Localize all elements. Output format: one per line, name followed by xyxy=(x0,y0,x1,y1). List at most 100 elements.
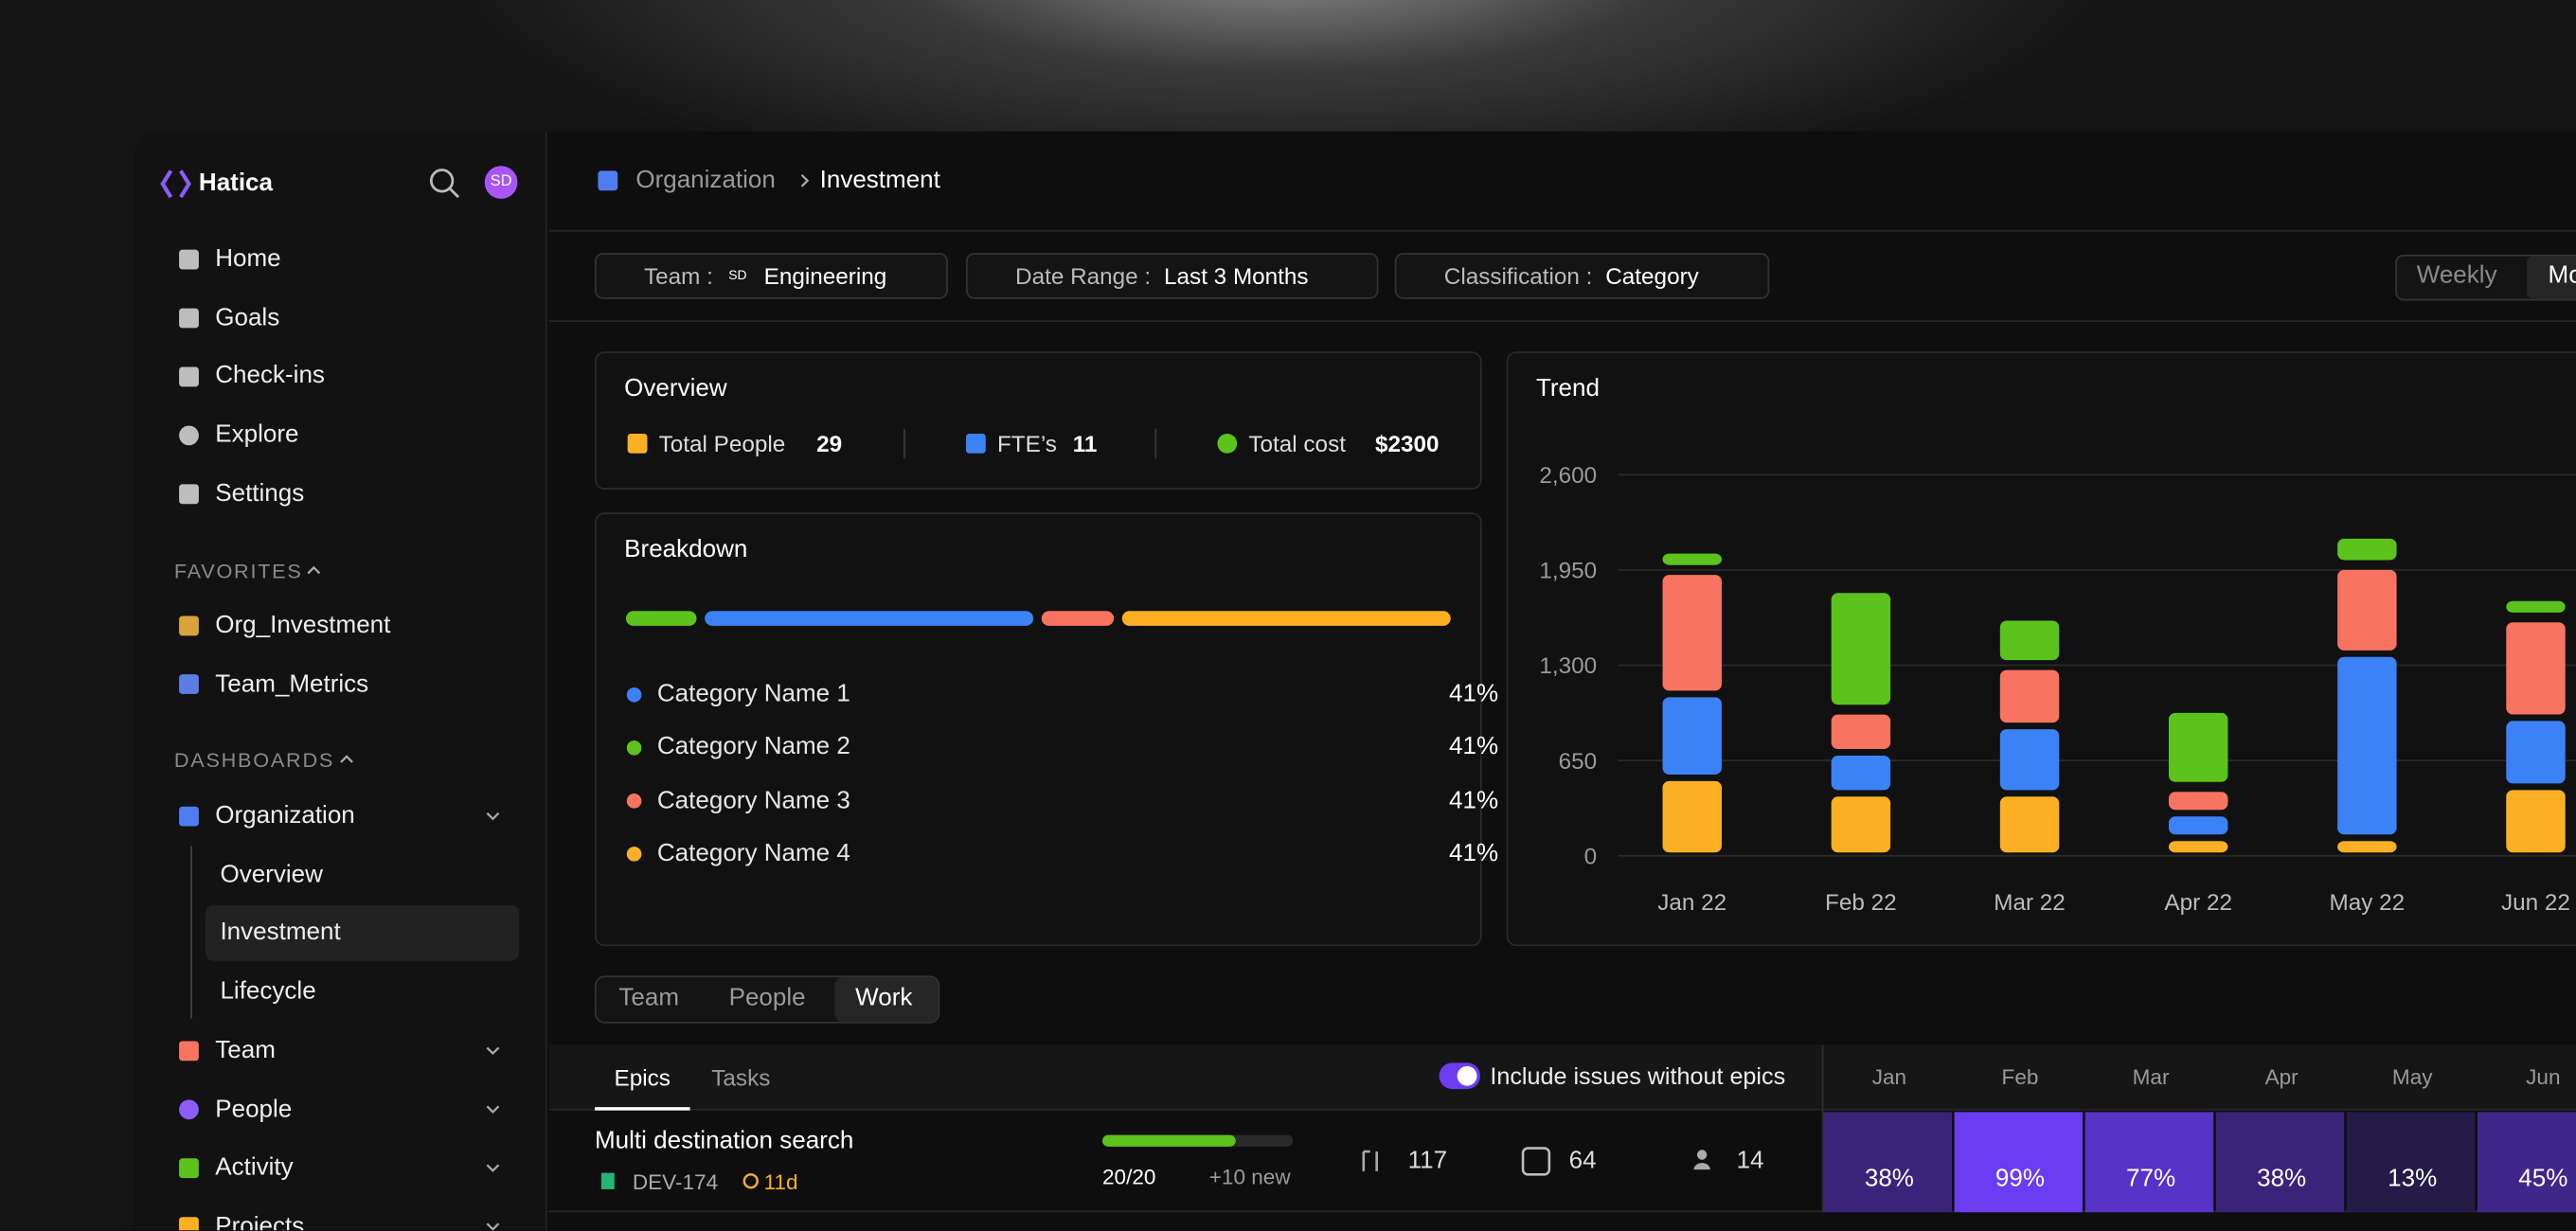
legend-label: Category Name 4 xyxy=(656,839,850,867)
y-tick-label: 1,950 xyxy=(1539,557,1598,583)
icon xyxy=(179,674,199,694)
table-header xyxy=(548,1044,2576,1111)
icon xyxy=(966,433,986,454)
legend-dot xyxy=(626,687,642,703)
legend-value: 41% xyxy=(1449,839,1499,867)
dashboard-child: Lifecycle xyxy=(220,977,316,1006)
search-icon xyxy=(449,187,459,199)
bar-segment xyxy=(2337,841,2397,853)
x-tick-label: May 22 xyxy=(2329,888,2406,916)
pr-icon xyxy=(1362,1150,1378,1171)
dashboard-item: Activity xyxy=(215,1153,294,1182)
bar-segment xyxy=(1831,714,1891,750)
filter xyxy=(966,253,1379,299)
breakdown-segment xyxy=(705,611,1034,626)
chart-title: Trend xyxy=(1535,374,1600,403)
legend-dot xyxy=(626,847,642,862)
bar-segment xyxy=(2168,712,2228,782)
heat-label: 38% xyxy=(2257,1164,2307,1193)
icon xyxy=(179,249,199,270)
card-title: Breakdown xyxy=(624,535,748,564)
tab: People xyxy=(728,984,806,1012)
logo xyxy=(160,169,191,199)
bar-segment xyxy=(2337,538,2397,561)
chevron xyxy=(307,565,321,575)
dashboard-child: Investment xyxy=(220,919,341,947)
stat-value: $2300 xyxy=(1374,430,1440,457)
month-header: Feb xyxy=(2001,1064,2039,1090)
heat-cell xyxy=(2477,1112,2576,1213)
brand: Hatica xyxy=(198,169,274,198)
legend-value: 41% xyxy=(1449,680,1499,708)
bar-segment xyxy=(2506,790,2566,853)
check-count: 64 xyxy=(1568,1146,1597,1175)
bar-segment xyxy=(2337,656,2397,835)
bar-segment xyxy=(1831,755,1891,791)
legend-value: 41% xyxy=(1449,786,1499,814)
heat-label: 38% xyxy=(1864,1164,1914,1193)
icon xyxy=(179,425,199,446)
icon xyxy=(598,170,618,191)
icon xyxy=(179,806,199,827)
x-tick-label: Mar 22 xyxy=(1994,888,2066,916)
stat-label: FTE’s xyxy=(996,430,1057,457)
bar-segment xyxy=(2168,816,2228,835)
epic-age: 11d xyxy=(763,1169,798,1195)
icon xyxy=(1217,433,1238,454)
filter-label: Classification : xyxy=(1443,262,1593,290)
bar-segment xyxy=(1999,669,2060,723)
bar-segment xyxy=(2168,792,2228,811)
bar-segment xyxy=(1662,553,1722,565)
chevron xyxy=(486,812,500,821)
y-tick-label: 1,300 xyxy=(1539,651,1598,679)
bar-segment xyxy=(1831,796,1891,853)
breadcrumb: Investment xyxy=(819,166,940,194)
favorite-item: Org_Investment xyxy=(215,611,391,639)
stat-label: Total cost xyxy=(1248,430,1346,457)
chevron xyxy=(486,1164,500,1172)
period-option: Weekly xyxy=(2416,260,2497,290)
toggle-label: Include issues without epics xyxy=(1490,1064,1786,1091)
section-label: FAVORITES xyxy=(173,560,303,583)
dashboard-item: Team xyxy=(215,1036,276,1064)
icon xyxy=(179,616,199,636)
bar-segment xyxy=(2337,569,2397,651)
filter-value: Last 3 Months xyxy=(1164,262,1309,290)
filter-value: Engineering xyxy=(763,262,887,290)
tree-line xyxy=(190,846,192,1019)
check-icon xyxy=(1521,1147,1551,1176)
bar-segment xyxy=(2168,841,2228,853)
filter-label: Team : xyxy=(644,262,713,290)
nav-item: Check-ins xyxy=(215,362,325,390)
filter-divider xyxy=(548,320,2576,323)
progress-text: 20/20 xyxy=(1101,1164,1156,1189)
icon xyxy=(627,433,648,454)
x-tick-label: Feb 22 xyxy=(1825,888,1897,916)
heat-label: 45% xyxy=(2518,1164,2568,1193)
overview-card xyxy=(594,351,1482,490)
y-tick-label: 650 xyxy=(1558,747,1598,775)
pr-count: 117 xyxy=(1407,1146,1448,1175)
tab: Team xyxy=(618,984,680,1012)
sidebar xyxy=(134,131,547,1231)
filter-label: Date Range : xyxy=(1015,262,1152,290)
y-tick-label: 0 xyxy=(1583,842,1598,869)
bar-segment xyxy=(1999,620,2060,661)
header-divider xyxy=(548,229,2576,232)
icon xyxy=(179,366,199,387)
icon xyxy=(179,1099,199,1120)
bar-segment xyxy=(2506,721,2566,784)
stat-value: 11 xyxy=(1072,430,1098,457)
bookmark-icon xyxy=(600,1172,615,1189)
favorite-item: Team_Metrics xyxy=(215,669,369,698)
chevron xyxy=(486,1222,500,1231)
legend-label: Category Name 3 xyxy=(656,786,850,814)
subtab: Tasks xyxy=(711,1064,771,1091)
bar-segment xyxy=(1999,796,2060,853)
column-divider xyxy=(1821,1044,1824,1213)
x-tick-label: Jan 22 xyxy=(1657,888,1727,916)
legend-dot xyxy=(626,794,642,809)
dashboard-item: People xyxy=(215,1095,293,1123)
person-icon xyxy=(1693,1163,1710,1170)
